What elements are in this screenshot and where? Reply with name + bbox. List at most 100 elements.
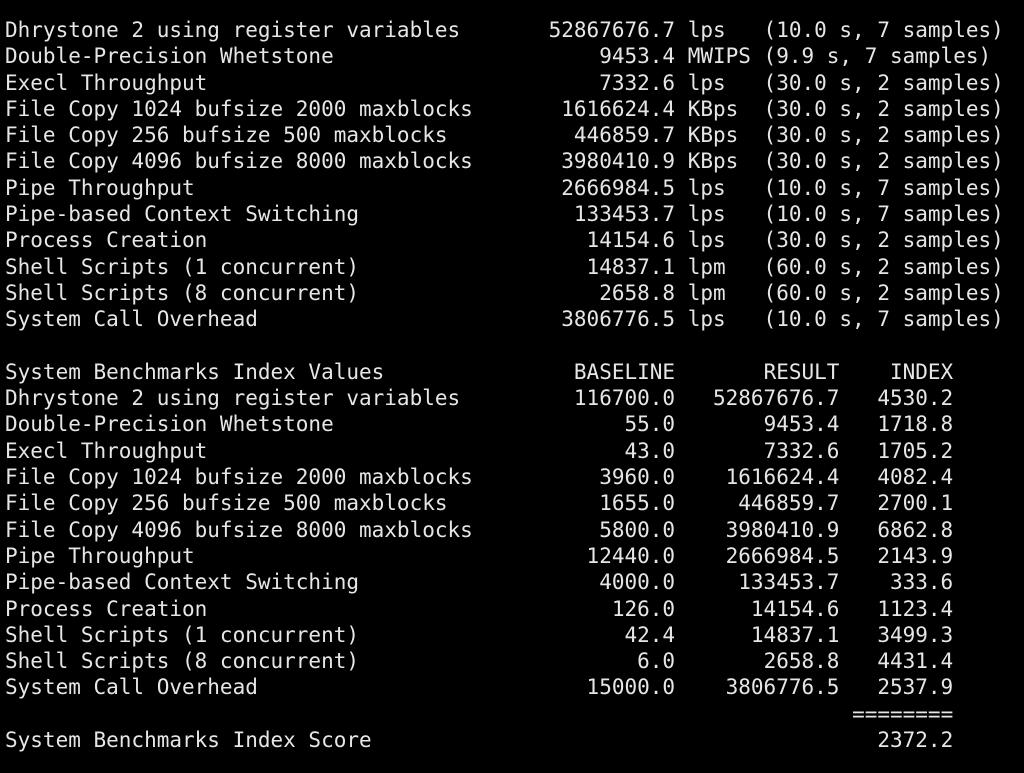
result-value: 7332.6 xyxy=(763,438,840,463)
blank-line xyxy=(5,333,1016,359)
result-line: Pipe Throughput 2666984.5 lps (10.0 s, 7 sa… xyxy=(5,175,1016,201)
test-name: Dhrystone 2 using register variables xyxy=(5,18,461,42)
index-row: File Copy 256 bufsize 500 maxblocks 1655.… xyxy=(5,490,1016,516)
test-name: System Call Overhead xyxy=(5,675,258,700)
index-row: Shell Scripts (8 concurrent) 6.0 2658.8 443… xyxy=(5,648,1016,674)
result-value: 2666984.5 xyxy=(725,543,840,568)
index-row: File Copy 1024 bufsize 2000 maxblocks 396… xyxy=(5,464,1016,490)
baseline-value: 6.0 xyxy=(637,649,676,674)
test-name: Shell Scripts (8 concurrent) xyxy=(5,649,360,674)
baseline-value: 4000.0 xyxy=(599,570,676,595)
index-row: Execl Throughput 43.0 7332.6 1705.2 xyxy=(5,438,1016,464)
test-name: System Call Overhead xyxy=(5,307,258,332)
test-name: Pipe-based Context Switching xyxy=(5,202,360,227)
result-value: 446859.7 xyxy=(738,491,840,516)
test-value: 1616624.4 xyxy=(561,96,676,121)
test-value: 7332.6 xyxy=(599,70,676,95)
test-unit: MWIPS xyxy=(687,44,751,69)
result-value: 2658.8 xyxy=(763,649,840,674)
test-unit: lps xyxy=(687,228,726,253)
index-header: System Benchmarks Index Values BASELINE RE… xyxy=(5,359,1016,385)
test-unit: KBps xyxy=(687,96,739,121)
result-value: 14154.6 xyxy=(750,596,840,621)
test-name: Double-Precision Whetstone xyxy=(5,412,334,437)
result-line: Shell Scripts (1 concurrent) 14837.1 lpm (6… xyxy=(5,254,1016,280)
test-value: 133453.7 xyxy=(573,202,676,227)
score-label: System Benchmarks Index Score xyxy=(5,728,372,753)
result-line: File Copy 1024 bufsize 2000 maxblocks 161… xyxy=(5,96,1016,122)
test-name: File Copy 4096 bufsize 8000 maxblocks xyxy=(5,149,473,174)
result-value: 14837.1 xyxy=(750,622,840,647)
terminal-output: Dhrystone 2 using register variables 5286… xyxy=(5,17,1016,753)
index-value: 2143.9 xyxy=(877,543,954,568)
index-value: 1123.4 xyxy=(877,596,954,621)
result-value: 3806776.5 xyxy=(725,675,840,700)
baseline-value: 116700.0 xyxy=(573,386,676,411)
result-value: 52867676.7 xyxy=(712,386,840,411)
result-value: 1616624.4 xyxy=(725,465,840,490)
result-header: RESULT xyxy=(763,359,840,384)
index-value: 1705.2 xyxy=(877,438,954,463)
test-name: Shell Scripts (1 concurrent) xyxy=(5,622,360,647)
index-value: 4431.4 xyxy=(877,649,954,674)
test-detail: (30.0 s, 2 samples) xyxy=(763,96,1004,121)
baseline-value: 3960.0 xyxy=(599,465,676,490)
index-value: 6862.8 xyxy=(877,517,954,542)
test-detail: (9.9 s, 7 samples) xyxy=(763,44,992,69)
test-name: File Copy 256 bufsize 500 maxblocks xyxy=(5,123,448,148)
test-unit: lpm xyxy=(687,254,726,279)
test-detail: (30.0 s, 2 samples) xyxy=(763,228,1004,253)
test-name: Dhrystone 2 using register variables xyxy=(5,386,461,411)
test-value: 446859.7 xyxy=(573,123,676,148)
baseline-value: 126.0 xyxy=(611,596,676,621)
separator: ======== xyxy=(852,701,954,726)
test-unit: KBps xyxy=(687,149,739,174)
result-value: 133453.7 xyxy=(738,570,840,595)
result-line: Dhrystone 2 using register variables 5286… xyxy=(5,17,1016,43)
result-value: 3980410.9 xyxy=(725,517,840,542)
test-name: Process Creation xyxy=(5,596,208,621)
test-detail: (10.0 s, 7 samples) xyxy=(763,175,1004,200)
result-value: 9453.4 xyxy=(763,412,840,437)
test-name: Execl Throughput xyxy=(5,438,208,463)
index-row: Dhrystone 2 using register variables 1167… xyxy=(5,385,1016,411)
index-row: System Call Overhead 15000.0 3806776.5 2537… xyxy=(5,674,1016,700)
result-line: Shell Scripts (8 concurrent) 2658.8 lpm (60… xyxy=(5,280,1016,306)
test-value: 14154.6 xyxy=(586,228,676,253)
result-line: File Copy 256 bufsize 500 maxblocks 44685… xyxy=(5,122,1016,148)
baseline-value: 55.0 xyxy=(624,412,676,437)
test-name: Double-Precision Whetstone xyxy=(5,44,334,69)
result-line: System Call Overhead 3806776.5 lps (10.0 s,… xyxy=(5,306,1016,332)
test-detail: (60.0 s, 2 samples) xyxy=(763,280,1004,305)
index-row: Pipe-based Context Switching 4000.0 133453… xyxy=(5,569,1016,595)
test-unit: lps xyxy=(687,70,726,95)
test-unit: lps xyxy=(687,202,726,227)
result-line: Pipe-based Context Switching 133453.7 lps (… xyxy=(5,201,1016,227)
test-value: 3980410.9 xyxy=(561,149,676,174)
test-detail: (30.0 s, 2 samples) xyxy=(763,70,1004,95)
test-detail: (10.0 s, 7 samples) xyxy=(763,18,1004,42)
test-unit: lpm xyxy=(687,280,726,305)
test-name: File Copy 256 bufsize 500 maxblocks xyxy=(5,491,448,516)
test-name: File Copy 4096 bufsize 8000 maxblocks xyxy=(5,517,473,542)
index-value: 4082.4 xyxy=(877,465,954,490)
test-value: 9453.4 xyxy=(599,44,676,69)
baseline-value: 12440.0 xyxy=(586,543,676,568)
test-detail: (60.0 s, 2 samples) xyxy=(763,254,1004,279)
index-row: Shell Scripts (1 concurrent) 42.4 14837.1 3… xyxy=(5,622,1016,648)
score-line: System Benchmarks Index Score 2372.2 xyxy=(5,727,1016,753)
separator-line: ======== xyxy=(5,701,1016,727)
index-row: Pipe Throughput 12440.0 2666984.5 2143.9 xyxy=(5,543,1016,569)
index-value: 1718.8 xyxy=(877,412,954,437)
test-value: 52867676.7 xyxy=(548,18,676,42)
index-value: 3499.3 xyxy=(877,622,954,647)
index-row: Process Creation 126.0 14154.6 1123.4 xyxy=(5,596,1016,622)
index-value: 2537.9 xyxy=(877,675,954,700)
test-name: Shell Scripts (8 concurrent) xyxy=(5,280,360,305)
result-line: Double-Precision Whetstone 9453.4 MWIPS (9.… xyxy=(5,43,1016,69)
result-line: File Copy 4096 bufsize 8000 maxblocks 398… xyxy=(5,148,1016,174)
test-name: Pipe Throughput xyxy=(5,543,195,568)
test-unit: lps xyxy=(687,18,726,42)
test-value: 14837.1 xyxy=(586,254,676,279)
index-title: System Benchmarks Index Values xyxy=(5,359,385,384)
